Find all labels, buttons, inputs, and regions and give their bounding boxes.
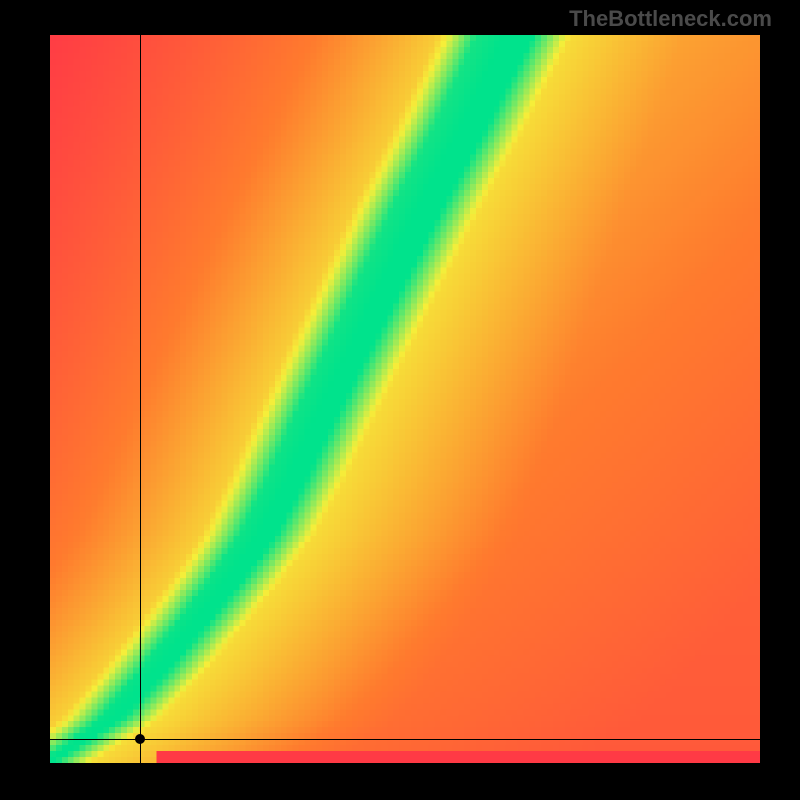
crosshair-dot <box>135 734 145 744</box>
crosshair-vertical <box>140 35 141 763</box>
watermark-text: TheBottleneck.com <box>569 6 772 32</box>
heatmap-canvas <box>50 35 760 763</box>
crosshair-horizontal <box>50 739 760 740</box>
heatmap-plot <box>50 35 760 763</box>
